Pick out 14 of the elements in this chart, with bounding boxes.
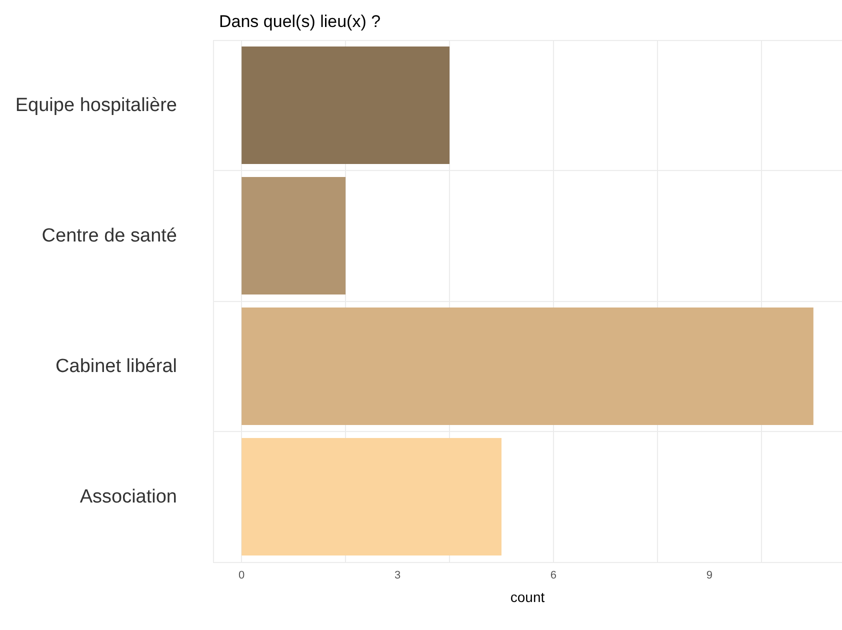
x-tick-label: 6 xyxy=(550,570,557,582)
x-tick-label: 3 xyxy=(394,570,401,582)
bar xyxy=(242,438,502,556)
y-tick-label: Cabinet libéral xyxy=(56,356,177,377)
x-tick-label: 9 xyxy=(706,570,713,582)
y-tick-label: Equipe hospitalière xyxy=(15,94,177,116)
x-tick-label: 0 xyxy=(238,570,245,582)
y-tick-label: Association xyxy=(80,486,177,508)
x-axis-title: count xyxy=(510,589,545,605)
bar xyxy=(242,177,346,294)
y-tick-label: Centre de santé xyxy=(42,225,177,246)
bar xyxy=(242,46,450,164)
bar xyxy=(242,308,814,425)
chart-title: Dans quel(s) lieu(x) ? xyxy=(219,12,381,31)
